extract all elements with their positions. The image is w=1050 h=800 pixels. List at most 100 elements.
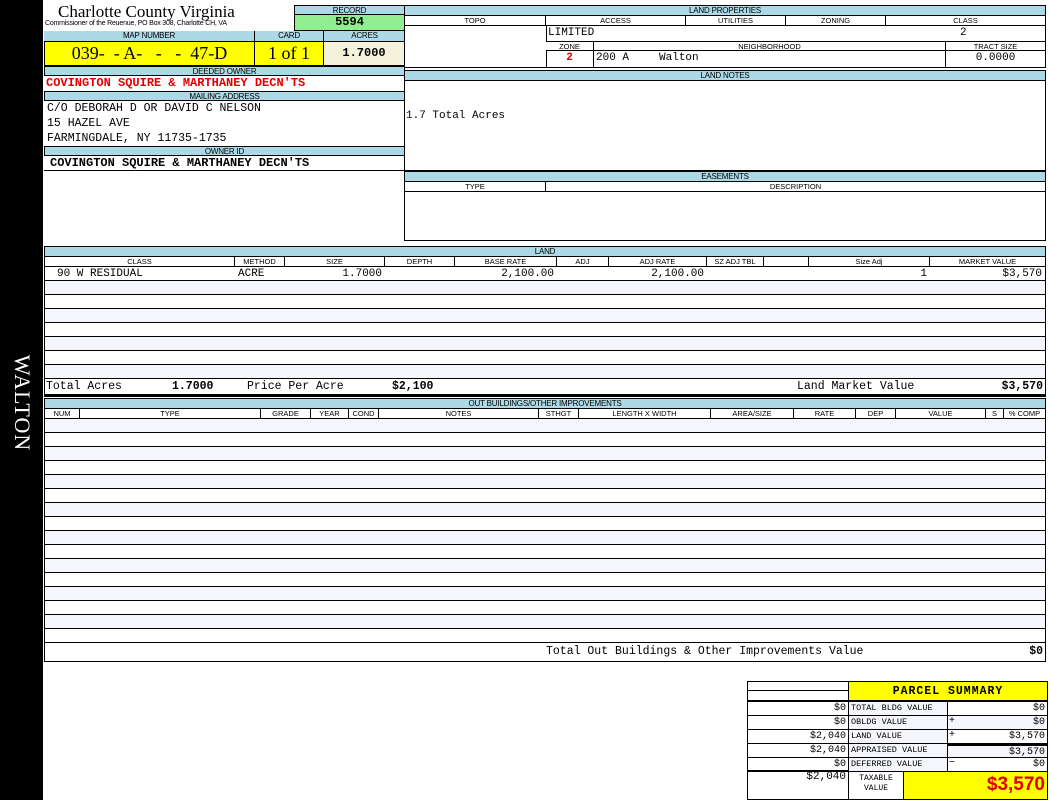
land-row <box>45 365 1045 379</box>
parcel-summary-title: PARCEL SUMMARY <box>848 681 1048 701</box>
land-col-header: DEPTH <box>385 257 455 266</box>
outbuildings-col-header: S <box>986 409 1004 418</box>
land-col-header: BASE RATE <box>455 257 557 266</box>
land-col-header: Size Adj <box>809 257 930 266</box>
land-notes-panel: LAND NOTES 1.7 Total Acres <box>404 70 1046 171</box>
outbuildings-row <box>45 447 1045 461</box>
summary-operator: − <box>949 758 956 769</box>
owner-id: COVINGTON SQUIRE & MARTHANEY DECN'TS <box>44 156 405 171</box>
outbuildings-col-header: AREA/SIZE <box>711 409 794 418</box>
col-access: ACCESS <box>546 16 686 25</box>
zone-value: 2 <box>546 51 594 67</box>
land-row <box>45 281 1045 295</box>
neighborhood-label: NEIGHBORHOOD <box>594 42 946 50</box>
outbuildings-row <box>45 601 1045 615</box>
outbuildings-row <box>45 559 1045 573</box>
land-row <box>45 323 1045 337</box>
land-cell: $3,570 <box>1002 268 1042 280</box>
outbuildings-col-header: GRADE <box>261 409 311 418</box>
outbuildings-row <box>45 489 1045 503</box>
land-col-header: ADJ <box>557 257 609 266</box>
land-cell <box>557 267 609 280</box>
land-cell: 2,100.00 <box>651 268 704 280</box>
summary-left-value: $0 <box>747 715 849 730</box>
outbuildings-row <box>45 475 1045 489</box>
land-row: 90 W RESIDUAL ACRE 1.7000 2,100.00 2,100.00 1… <box>45 267 1045 281</box>
land-col-header: METHOD <box>235 257 285 266</box>
summary-left-value: $0 <box>747 701 849 716</box>
summary-label: LAND VALUE <box>848 729 948 744</box>
record-number: 5594 <box>294 15 405 31</box>
outbuildings-row <box>45 587 1045 601</box>
outbuildings-row <box>45 545 1045 559</box>
outbuildings-panel: OUT BUILDINGS/OTHER IMPROVEMENTS NUM TYPE… <box>44 398 1046 662</box>
col-utilities: UTILITIES <box>686 16 786 25</box>
neighborhood-code: 200 A <box>596 52 630 64</box>
mailing-line: 15 HAZEL AVE <box>47 117 130 130</box>
summary-operator: + <box>949 716 956 727</box>
taxable-left-value: $2,040 <box>747 770 849 800</box>
outbuildings-row <box>45 615 1045 629</box>
county-title: Charlotte County Virginia <box>58 2 235 21</box>
land-row <box>45 351 1045 365</box>
summary-label: OBLDG VALUE <box>848 715 948 730</box>
card-label: CARD <box>255 31 324 41</box>
col-description: DESCRIPTION <box>769 182 822 191</box>
outbuildings-col-header: RATE <box>794 409 856 418</box>
summary-left-value: $2,040 <box>747 743 849 758</box>
class-value: 2 <box>960 27 967 39</box>
price-per-acre: $2,100 <box>392 380 434 393</box>
outbuildings-row <box>45 419 1045 433</box>
land-totals: Total Acres 1.7000 Price Per Acre $2,100… <box>46 379 1043 395</box>
land-notes-title: LAND NOTES <box>405 71 1045 81</box>
land-cell: ACRE <box>238 268 265 280</box>
land-cell <box>707 267 764 280</box>
col-topo: TOPO <box>405 16 546 25</box>
tract-size-label: TRACT SIZE <box>973 42 1018 50</box>
outbuildings-row <box>45 573 1045 587</box>
land-col-header <box>764 257 809 266</box>
col-type: TYPE <box>405 182 546 191</box>
summary-operator: + <box>949 730 956 741</box>
col-zoning: ZONING <box>786 16 886 25</box>
access-value: LIMITED <box>548 27 595 39</box>
summary-label: APPRAISED VALUE <box>848 743 948 758</box>
mailing-address: C/O DEBORAH D OR DAVID C NELSON 15 HAZEL… <box>47 101 261 146</box>
district-sidebar: WALTON <box>0 0 43 800</box>
price-per-acre-label: Price Per Acre <box>247 380 344 393</box>
parcel-id-block: MAP NUMBER CARD ACRES 039- - A- - - 47-D… <box>44 31 405 66</box>
col-class: CLASS <box>953 16 978 25</box>
land-col-header: ADJ RATE <box>609 257 707 266</box>
neighborhood-value: 200 A Walton <box>594 51 946 67</box>
total-acres: 1.7000 <box>172 380 214 393</box>
outbuildings-row <box>45 629 1045 643</box>
land-row <box>45 337 1045 351</box>
district-label: WALTON <box>10 354 35 452</box>
deeded-owner: COVINGTON SQUIRE & MARTHANEY DECN'TS <box>46 76 306 90</box>
land-col-header: SIZE <box>285 257 385 266</box>
summary-label: DEFERRED VALUE <box>848 757 948 772</box>
outbuildings-total-label: Total Out Buildings & Other Improvements… <box>546 645 864 658</box>
easements-title: EASEMENTS <box>405 172 1045 182</box>
land-col-header: MARKET VALUE <box>958 257 1017 266</box>
map-number-label: MAP NUMBER <box>44 31 255 41</box>
zone-label: ZONE <box>546 42 594 50</box>
land-row <box>45 295 1045 309</box>
land-cell: 2,100.00 <box>501 268 554 280</box>
outbuildings-col-header: YEAR <box>311 409 349 418</box>
acres-label: ACRES <box>324 31 405 41</box>
summary-operator <box>949 743 963 757</box>
outbuildings-row <box>45 503 1045 517</box>
outbuildings-row <box>45 461 1045 475</box>
total-acres-label: Total Acres <box>46 380 122 393</box>
land-col-header: CLASS <box>45 257 235 266</box>
land-cell <box>764 267 809 280</box>
outbuildings-col-header: VALUE <box>896 409 986 418</box>
summary-left-value: $2,040 <box>747 729 849 744</box>
land-row <box>45 309 1045 323</box>
parcel-summary: PARCEL SUMMARY $2,040 TAXABLE VALUE $3,5… <box>747 681 1048 800</box>
outbuildings-col-header: NOTES <box>379 409 539 418</box>
outbuildings-title: OUT BUILDINGS/OTHER IMPROVEMENTS <box>45 399 1045 409</box>
land-market-value-label: Land Market Value <box>797 380 915 393</box>
mailing-line: C/O DEBORAH D OR DAVID C NELSON <box>47 102 261 115</box>
